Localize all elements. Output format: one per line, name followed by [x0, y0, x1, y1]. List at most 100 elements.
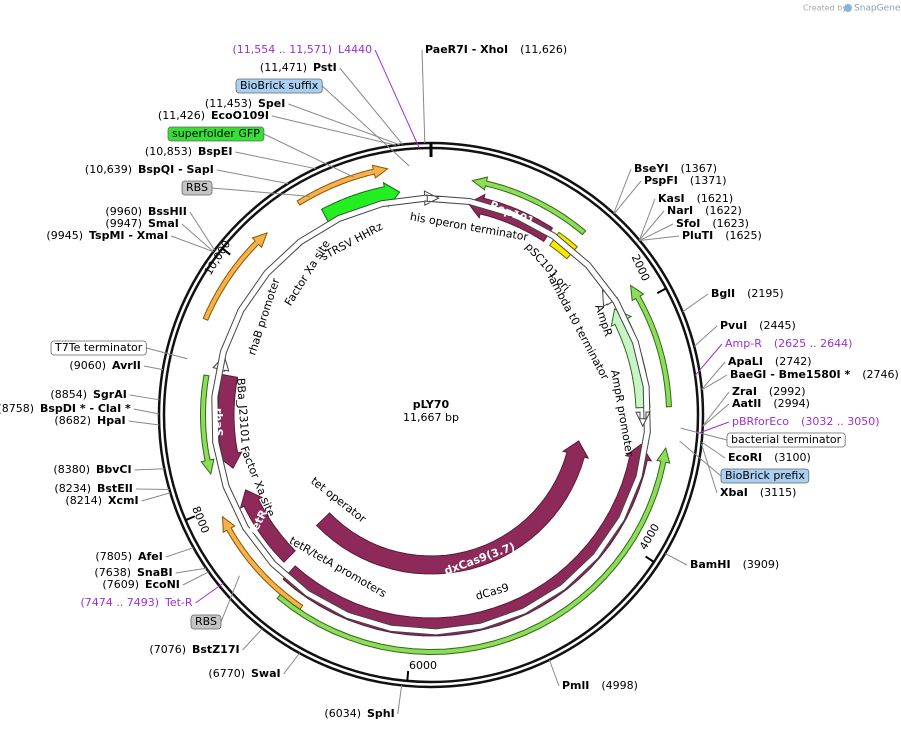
feature-label: AmpR: [592, 303, 615, 339]
ring-tick: [406, 670, 410, 682]
site-label: BbvCI: [96, 463, 132, 476]
site-label: HpaI: [97, 414, 126, 427]
site-label-position: (8380): [53, 463, 90, 476]
leader-line: [135, 488, 170, 491]
site-label-position: (9945): [46, 229, 83, 242]
site-label: AfeI: [138, 550, 163, 563]
callout-box: [167, 126, 265, 142]
ring-tick: [645, 555, 655, 563]
site-label-position: (3100): [774, 451, 811, 464]
feature-arrow: [202, 232, 268, 321]
site-label-position: (7805): [95, 550, 132, 563]
site-label-position: (8854): [50, 388, 87, 401]
site-label: BstZ17I: [192, 643, 240, 656]
leader-line: [697, 421, 730, 435]
site-label-position: (2445): [759, 319, 796, 332]
site-label: PluTI: [682, 229, 713, 242]
feature-arrow: [221, 515, 304, 611]
primer-label-position: (3032 .. 3050): [801, 415, 880, 428]
leader-line: [242, 628, 263, 651]
callout-label: BioBrick prefix: [725, 469, 805, 482]
site-label-position: (10,639): [85, 163, 132, 176]
site-label: PstI: [313, 61, 337, 74]
site-label: SwaI: [251, 667, 281, 680]
site-label-position: (9960): [105, 205, 142, 218]
ring-tick: [656, 287, 667, 295]
site-label: TspMI - XmaI: [89, 229, 168, 242]
primer-label-position: (11,554 .. 11,571): [232, 43, 332, 56]
callout-label: bacterial terminator: [731, 433, 842, 446]
leader-line: [271, 115, 397, 146]
site-label-position: (2994): [773, 397, 810, 410]
callout-label: RBS: [186, 181, 208, 194]
site-label: KasI: [658, 192, 685, 205]
site-label-position: (3115): [760, 486, 797, 499]
site-label-position: (1371): [690, 174, 727, 187]
leader-line: [182, 571, 209, 586]
leader-line: [129, 394, 160, 401]
leader-line: [143, 365, 163, 371]
site-label: NarI: [667, 204, 693, 217]
site-label-position: (7638): [94, 566, 131, 579]
site-label: SphI: [367, 707, 395, 720]
feature-label: dCas9: [474, 581, 510, 603]
site-label: BspQI - SapI: [138, 163, 214, 176]
leader-line: [702, 403, 730, 427]
primer-label: Tet-R: [164, 596, 193, 609]
ring-tick: [221, 247, 231, 256]
site-label: PvuI: [720, 319, 747, 332]
site-label: SpeI: [258, 97, 285, 110]
feature-label: tet operator: [308, 474, 369, 525]
site-label: BstEII: [97, 482, 133, 495]
ring-tick: [185, 515, 196, 522]
site-label-position: (4998): [601, 679, 638, 692]
feature-label: rhaB promoter: [245, 276, 282, 357]
credit: Created by: [803, 4, 847, 13]
site-label: ApaLI: [728, 355, 763, 368]
site-label: ZraI: [732, 385, 757, 398]
site-label: XbaI: [720, 486, 748, 499]
plasmid-size: 11,667 bp: [403, 411, 459, 424]
feature-label: BBa_J23101: [234, 378, 252, 444]
feature-arrow: [471, 176, 587, 236]
site-label-position: (10,853): [145, 145, 192, 158]
site-label: SfoI: [676, 217, 700, 230]
leader-line: [679, 440, 722, 477]
leader-line: [195, 582, 224, 604]
feature-arrow: [211, 190, 651, 636]
site-label: PaeR7I - XhoI: [425, 43, 508, 56]
leader-line: [288, 103, 400, 146]
feature-label: AmpR promoter: [608, 369, 636, 458]
site-label-position: (2742): [775, 355, 812, 368]
callout-box: [181, 180, 213, 196]
site-label-position: (1622): [705, 204, 742, 217]
leader-line: [682, 293, 709, 313]
callout-box: [50, 340, 147, 356]
leader-line: [548, 659, 560, 687]
primer-label: Amp-R: [725, 337, 762, 350]
site-label: SgrAI: [93, 388, 127, 401]
leader-line: [134, 468, 165, 471]
callout-box: [190, 614, 222, 630]
site-label-position: (9060): [69, 359, 106, 372]
leader-line: [321, 85, 410, 167]
primer-label: pBRforEco: [732, 415, 789, 428]
site-label: BamHI: [690, 558, 731, 571]
callout-box: [720, 468, 810, 484]
leader-line: [638, 210, 665, 241]
site-label-position: (8234): [54, 482, 91, 495]
leader-line: [701, 441, 726, 459]
site-label: EcoRI: [728, 451, 762, 464]
leader-line: [664, 553, 688, 566]
site-label-position: (7609): [102, 578, 139, 591]
site-label: SnaBI: [137, 566, 173, 579]
leader-line: [235, 151, 316, 170]
site-label: BspEI: [198, 145, 232, 158]
site-label-position: (11,453): [205, 97, 252, 110]
leader-line: [374, 49, 420, 149]
leader-line: [397, 685, 403, 715]
primer-label: L4440: [338, 43, 372, 56]
leader-line: [613, 168, 632, 214]
leader-line: [693, 325, 718, 347]
